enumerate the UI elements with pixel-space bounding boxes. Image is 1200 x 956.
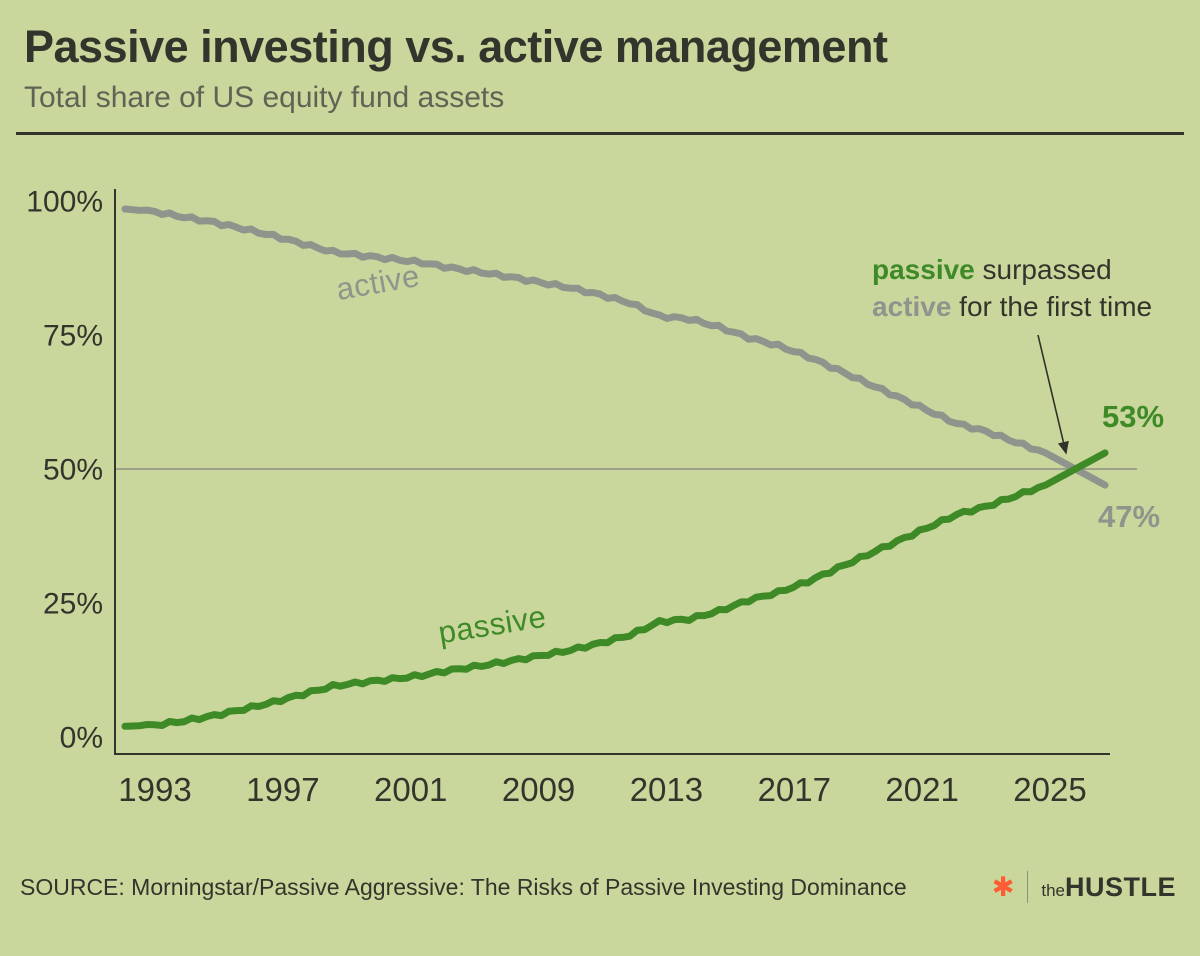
x-tick-label: 1997 xyxy=(246,771,319,808)
annotation-passive-word: passive xyxy=(872,254,975,285)
chart-area: 0% 25% 50% 75% 100% 1993 1997 2001 2009 2013 2017 2… xyxy=(0,139,1200,819)
page-title: Passive investing vs. active management xyxy=(24,21,888,72)
annotation-line1-rest: surpassed xyxy=(974,254,1112,285)
header: Passive investing vs. active management … xyxy=(0,0,1200,118)
active-end-value-label: 47% xyxy=(1098,499,1161,534)
x-tick-label: 2009 xyxy=(502,771,575,808)
passive-line xyxy=(121,449,1109,730)
annotation-line2-rest: for the first time xyxy=(951,291,1153,322)
footer: SOURCE: Morningstar/Passive Aggressive: … xyxy=(0,871,1200,903)
y-tick-label: 75% xyxy=(43,320,103,353)
hubspot-sprocket-icon: ✱ xyxy=(991,871,1015,903)
annotation-line1: passive surpassed xyxy=(872,251,1152,288)
logo-hustle: HUSTLE xyxy=(1065,871,1176,902)
x-tick-label: 2017 xyxy=(758,771,831,808)
annotation-active-word: active xyxy=(872,291,952,322)
source-attribution: SOURCE: Morningstar/Passive Aggressive: … xyxy=(20,873,907,900)
x-tick-label: 2013 xyxy=(630,771,703,808)
active-line xyxy=(121,205,1109,489)
x-tick-label: 2001 xyxy=(374,771,447,808)
crossover-annotation: passive surpassed active for the first t… xyxy=(872,251,1152,325)
y-tick-label: 100% xyxy=(26,186,103,219)
x-tick-label: 2021 xyxy=(885,771,958,808)
y-tick-label: 25% xyxy=(43,588,103,621)
the-hustle-logo: the HUSTLE xyxy=(1041,872,1176,903)
annotation-line2: active for the first time xyxy=(872,288,1152,325)
brand-lockup: ✱ the HUSTLE xyxy=(992,871,1176,903)
y-tick-label: 0% xyxy=(60,722,103,755)
page-subtitle: Total share of US equity fund assets xyxy=(24,81,505,114)
line-chart-svg: 0% 25% 50% 75% 100% 1993 1997 2001 2009 2013 2017 2… xyxy=(26,186,1137,808)
passive-end-value-label: 53% xyxy=(1102,399,1165,434)
header-divider xyxy=(16,132,1184,135)
x-tick-label: 1993 xyxy=(118,771,191,808)
brand-divider xyxy=(1027,871,1029,903)
logo-the: the xyxy=(1041,880,1065,900)
y-tick-label: 50% xyxy=(43,454,103,487)
x-tick-label: 2025 xyxy=(1013,771,1086,808)
annotation-arrow xyxy=(1037,334,1069,455)
